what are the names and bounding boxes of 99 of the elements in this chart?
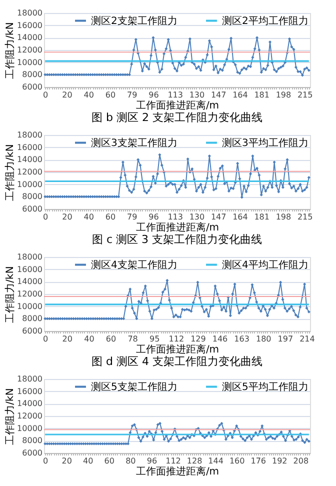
- y-tick-label: 14000: [17, 399, 42, 408]
- y-tick-label: 14000: [17, 277, 42, 286]
- x-tick-label: 79: [126, 212, 138, 222]
- y-tick-label: 6000: [22, 448, 42, 458]
- x-tick-label: 146: [212, 334, 228, 344]
- x-tick-label: 144: [208, 456, 224, 466]
- x-tick-label: 96: [148, 90, 159, 100]
- x-axis-title: 工作面推进距离/m: [136, 222, 220, 234]
- y-tick-label: 8000: [22, 436, 42, 446]
- x-tick-label: 130: [189, 212, 205, 222]
- y-tick-label: 16000: [17, 142, 42, 152]
- y-tick-label: 12000: [17, 168, 42, 176]
- x-tick-label: 198: [276, 90, 292, 100]
- y-axis-title: 工作阻力/kN: [4, 144, 16, 201]
- y-tick-label: 6000: [22, 204, 42, 214]
- x-tick-label: 129: [190, 334, 206, 344]
- y-tick-label: 12000: [17, 46, 42, 54]
- y-axis-title: 工作阻力/kN: [4, 388, 16, 445]
- x-tick-label: 78: [128, 334, 138, 344]
- y-tick-label: 14000: [17, 155, 42, 164]
- x-tick-label: 96: [146, 456, 158, 466]
- legend-label: 测区4支架工作阻力: [91, 258, 178, 271]
- y-tick-label: 12000: [17, 412, 42, 420]
- x-tick-label: 96: [148, 212, 159, 222]
- legend-label: 测区5支架工作阻力: [91, 380, 178, 393]
- y-tick-label: 6000: [22, 82, 42, 92]
- y-tick-label: 12000: [17, 290, 42, 298]
- x-tick-label: 197: [278, 334, 294, 344]
- text: 图 b 测区 2 支架工作阻力变化曲线: [92, 111, 262, 124]
- x-tick-label: 113: [168, 90, 183, 100]
- x-tick-label: 79: [126, 90, 138, 100]
- legend-label: 测区3支架工作阻力: [91, 136, 178, 149]
- x-tick-label: 60: [105, 90, 116, 100]
- x-tick-label: 40: [83, 456, 94, 466]
- x-tick-label: 198: [276, 212, 292, 222]
- y-axis-title: 工作阻力/kN: [4, 22, 16, 79]
- x-tick-label: 130: [189, 90, 205, 100]
- y-tick-label: 14000: [17, 33, 42, 42]
- x-tick-label: 112: [166, 456, 181, 466]
- x-tick-label: 60: [106, 334, 116, 344]
- y-tick-label: 8000: [22, 314, 42, 324]
- x-tick-label: 40: [84, 212, 94, 222]
- x-tick-label: 112: [168, 334, 184, 344]
- x-tick-label: 128: [186, 456, 202, 466]
- y-tick-label: 16000: [17, 264, 42, 274]
- x-tick-label: 208: [293, 456, 309, 466]
- x-tick-label: 95: [150, 334, 160, 344]
- x-tick-label: 0: [43, 334, 48, 344]
- x-tick-label: 164: [232, 212, 248, 222]
- x-tick-label: 214: [300, 334, 315, 344]
- legend-label: 测区4平均工作阻力: [222, 258, 308, 271]
- text: 图 c 测区 3 支架工作阻力变化曲线: [92, 233, 262, 246]
- y-tick-label: 18000: [17, 8, 42, 18]
- y-tick-label: 8000: [22, 192, 42, 202]
- x-tick-label: 80: [126, 456, 136, 466]
- legend-label: 测区5平均工作阻力: [222, 380, 308, 393]
- x-tick-label: 60: [105, 212, 116, 222]
- x-axis-title: 工作面推进距离/m: [136, 344, 220, 356]
- y-tick-label: 10000: [17, 58, 42, 67]
- x-tick-label: 0: [43, 90, 48, 100]
- x-tick-label: 20: [62, 456, 72, 466]
- y-tick-label: 16000: [17, 386, 42, 396]
- x-tick-label: 164: [232, 90, 248, 100]
- x-axis-title: 工作面推进距离/m: [136, 466, 220, 478]
- y-tick-label: 10000: [17, 180, 42, 189]
- x-tick-label: 180: [256, 334, 272, 344]
- y-tick-label: 6000: [22, 326, 42, 336]
- text: 图 d 测区 4 支架工作阻力变化曲线: [92, 355, 262, 368]
- x-tick-label: 176: [250, 456, 266, 466]
- x-tick-label: 163: [234, 334, 250, 344]
- x-tick-label: 40: [84, 334, 94, 344]
- y-tick-label: 16000: [17, 20, 42, 30]
- x-tick-label: 0: [43, 456, 48, 466]
- legend-label: 测区2平均工作阻力: [222, 14, 308, 27]
- x-tick-label: 147: [210, 212, 226, 222]
- x-tick-label: 160: [229, 456, 245, 466]
- x-tick-label: 60: [104, 456, 114, 466]
- x-tick-label: 20: [62, 90, 72, 100]
- y-tick-label: 18000: [17, 252, 42, 262]
- x-tick-label: 181: [254, 212, 270, 222]
- y-tick-label: 10000: [17, 424, 42, 433]
- y-axis-title: 工作阻力/kN: [4, 266, 16, 323]
- y-tick-label: 18000: [17, 130, 42, 140]
- x-tick-label: 40: [84, 90, 94, 100]
- x-tick-label: 0: [43, 212, 48, 222]
- x-tick-label: 147: [210, 90, 226, 100]
- x-tick-label: 215: [297, 90, 313, 100]
- y-tick-label: 8000: [22, 70, 42, 80]
- legend-label: 测区2支架工作阻力: [91, 14, 178, 27]
- x-tick-label: 181: [254, 90, 270, 100]
- x-tick-label: 113: [168, 212, 183, 222]
- legend-label: 测区3平均工作阻力: [222, 136, 308, 149]
- y-tick-label: 10000: [17, 302, 42, 311]
- x-tick-label: 20: [62, 334, 72, 344]
- y-tick-label: 18000: [17, 374, 42, 384]
- x-tick-label: 192: [272, 456, 288, 466]
- x-axis-title: 工作面推进距离/m: [136, 100, 220, 112]
- x-tick-label: 215: [297, 212, 313, 222]
- x-tick-label: 20: [62, 212, 72, 222]
